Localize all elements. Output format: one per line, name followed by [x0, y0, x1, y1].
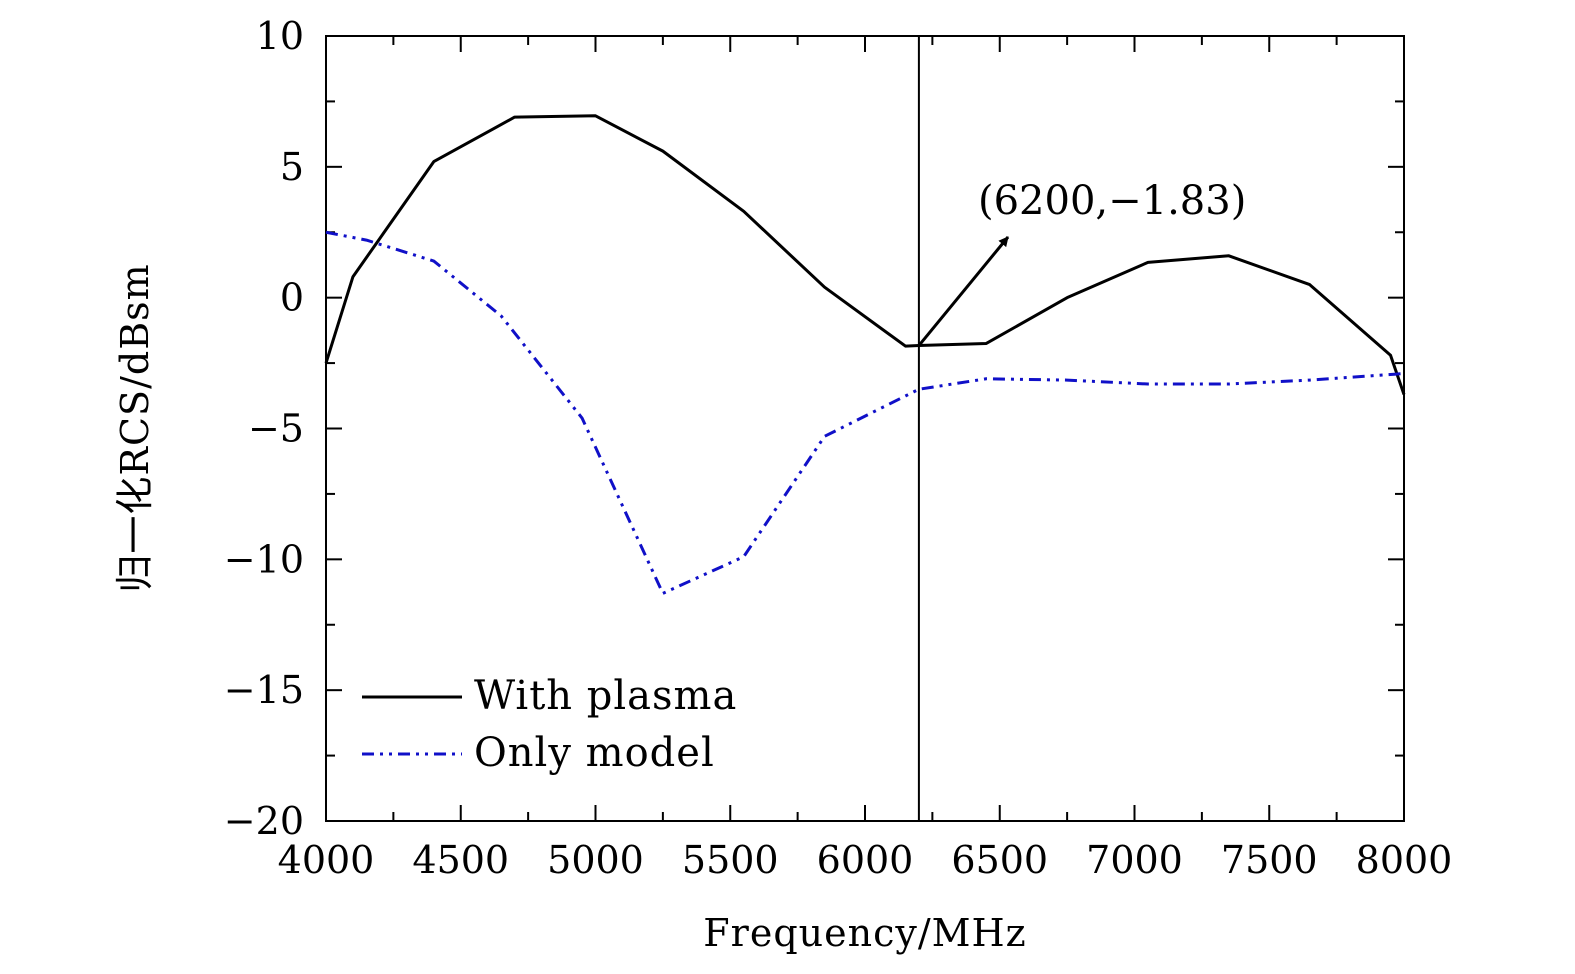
x-tick-label: 8000 [1356, 838, 1453, 882]
y-tick-label: −15 [224, 668, 304, 712]
x-tick-label: 4000 [278, 838, 375, 882]
y-tick-label: −5 [248, 407, 304, 451]
annotation-arrow [917, 236, 1010, 347]
y-tick-label: −10 [224, 537, 304, 581]
legend-label-with-plasma: With plasma [474, 673, 737, 719]
legend: With plasma Only model [362, 673, 737, 776]
y-tick-label: 5 [280, 145, 304, 189]
x-axis-title: Frequency/MHz [703, 911, 1026, 955]
y-axis-title: 归一化RCS/dBsm [113, 263, 157, 592]
y-tick-label: 0 [280, 276, 304, 320]
x-tick-label: 6500 [951, 838, 1048, 882]
y-axis-ticks: 10 5 0 −5 −10 −15 −20 [224, 14, 1404, 843]
annotation-label: (6200,−1.83) [978, 178, 1246, 224]
x-tick-label: 4500 [412, 838, 509, 882]
x-tick-label: 5500 [682, 838, 779, 882]
x-tick-label: 7000 [1086, 838, 1183, 882]
x-tick-label: 5000 [547, 838, 644, 882]
series-line-with-plasma [324, 114, 1406, 395]
legend-label-only-model: Only model [474, 730, 715, 776]
x-axis-ticks: 4000 4500 5000 5500 6000 6500 7000 7500 8000 [278, 36, 1453, 882]
x-tick-label: 7500 [1221, 838, 1318, 882]
y-tick-label: 10 [256, 14, 304, 58]
x-tick-label: 6000 [817, 838, 914, 882]
series-line-only-model [325, 230, 1405, 595]
y-tick-label: −20 [224, 799, 304, 843]
